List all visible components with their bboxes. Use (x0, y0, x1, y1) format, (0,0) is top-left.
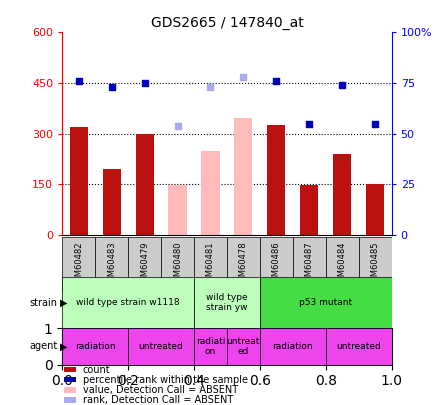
Bar (366, 183, 384, 235)
Bar (103, 169, 121, 235)
Bar (326, 328, 392, 364)
Bar (62, 328, 128, 364)
Text: ▶: ▶ (60, 341, 68, 351)
Bar (260, 237, 293, 292)
Bar (202, 151, 219, 235)
Bar (359, 237, 392, 292)
Text: value, Detection Call = ABSENT: value, Detection Call = ABSENT (83, 385, 238, 395)
Text: untreated: untreated (336, 342, 381, 351)
Bar (62, 237, 95, 292)
Text: ▶: ▶ (60, 298, 68, 308)
Text: radiation: radiation (75, 342, 116, 351)
Bar (326, 237, 359, 292)
Text: radiation: radiation (272, 342, 313, 351)
Bar (333, 154, 351, 235)
Point (141, 80, 148, 86)
Bar (64, 377, 76, 382)
Text: GSM60483: GSM60483 (107, 241, 116, 287)
Bar (260, 277, 392, 328)
Bar (169, 185, 186, 235)
Bar (136, 134, 154, 235)
Point (108, 84, 115, 90)
Text: GSM60480: GSM60480 (173, 241, 182, 287)
Point (174, 122, 181, 129)
Text: wild type strain w1118: wild type strain w1118 (77, 298, 180, 307)
Point (273, 78, 280, 84)
Text: GSM60487: GSM60487 (305, 241, 314, 287)
Point (339, 82, 346, 88)
Bar (64, 367, 76, 372)
Bar (227, 237, 260, 292)
Text: GSM60478: GSM60478 (239, 241, 248, 287)
Point (207, 84, 214, 90)
Bar (194, 237, 227, 292)
Bar (161, 237, 194, 292)
Point (240, 74, 247, 80)
Bar (128, 237, 161, 292)
Text: p53 mutant: p53 mutant (299, 298, 352, 307)
Point (306, 120, 313, 127)
Text: untreat
ed: untreat ed (227, 337, 260, 356)
Bar (194, 277, 260, 328)
Bar (128, 328, 194, 364)
Bar (70, 127, 88, 235)
Text: GSM60486: GSM60486 (272, 241, 281, 287)
Bar (64, 397, 76, 403)
Text: wild type
strain yw: wild type strain yw (206, 293, 248, 312)
Text: count: count (83, 364, 110, 375)
Text: radiati
on: radiati on (196, 337, 225, 356)
Text: GSM60485: GSM60485 (371, 241, 380, 287)
Text: untreated: untreated (139, 342, 183, 351)
Bar (64, 387, 76, 392)
Bar (267, 125, 285, 235)
Bar (235, 119, 252, 235)
Bar (95, 237, 128, 292)
Text: rank, Detection Call = ABSENT: rank, Detection Call = ABSENT (83, 395, 233, 405)
Text: strain: strain (30, 298, 58, 308)
Title: GDS2665 / 147840_at: GDS2665 / 147840_at (150, 16, 303, 30)
Bar (227, 328, 260, 364)
Point (372, 120, 379, 127)
Bar (260, 328, 326, 364)
Text: GSM60484: GSM60484 (338, 241, 347, 287)
Text: percentile rank within the sample: percentile rank within the sample (83, 375, 248, 385)
Bar (293, 237, 326, 292)
Point (75, 78, 82, 84)
Text: GSM60481: GSM60481 (206, 241, 215, 287)
Bar (300, 185, 318, 235)
Text: agent: agent (30, 341, 58, 351)
Text: GSM60482: GSM60482 (74, 241, 83, 287)
Bar (62, 277, 194, 328)
Bar (194, 328, 227, 364)
Text: GSM60479: GSM60479 (140, 241, 149, 287)
